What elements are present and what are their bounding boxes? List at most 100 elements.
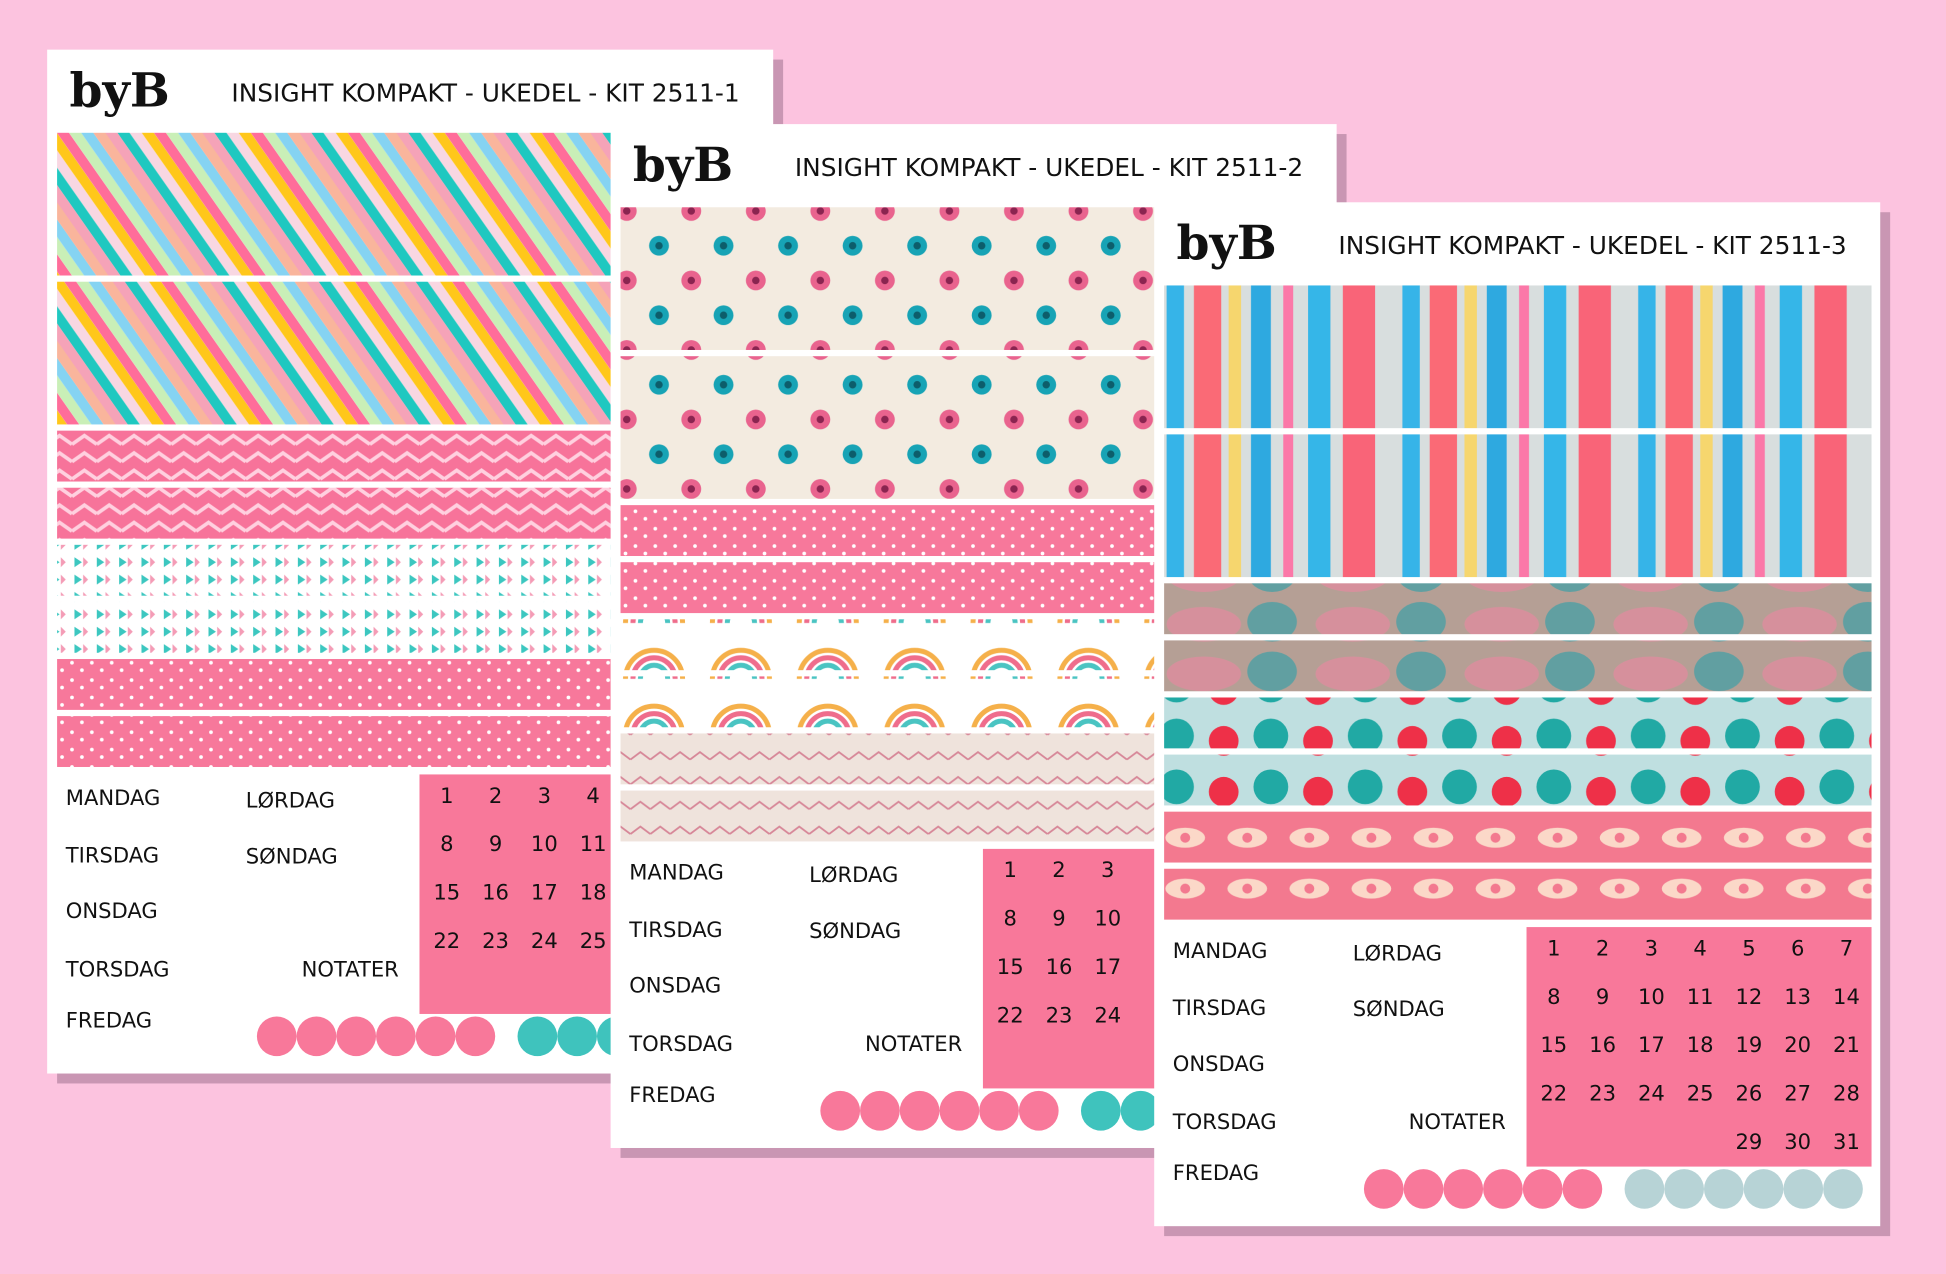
day-label: TORSDAG (628, 1031, 733, 1056)
calendar-date: 4 (1693, 935, 1706, 960)
dot-sticker (1823, 1169, 1863, 1209)
dot-sticker (517, 1016, 558, 1057)
washi-strip (1164, 285, 1872, 429)
calendar-date: 1 (440, 783, 453, 808)
day-label: LØRDAG (246, 788, 335, 813)
day-label: SØNDAG (246, 844, 338, 869)
calendar-date: 17 (1094, 954, 1121, 979)
washi-strip (1164, 434, 1872, 578)
dot-sticker (1624, 1169, 1665, 1209)
dot-sticker (979, 1090, 1019, 1131)
calendar-date: 9 (1052, 906, 1065, 931)
calendar-date: 2 (489, 783, 502, 808)
calendar-date: 15 (1540, 1032, 1567, 1057)
washi-strip (1164, 583, 1872, 635)
calendar-date: 23 (482, 928, 509, 953)
sticker-sheet: byB INSIGHT KOMPAKT - UKEDEL - KIT 2511-3… (1154, 202, 1891, 1237)
dot-sticker (1363, 1169, 1404, 1209)
calendar-date: 1 (1004, 857, 1017, 882)
day-label: FREDAG (66, 1007, 152, 1032)
day-label: LØRDAG (1353, 940, 1442, 965)
calendar-date: 31 (1833, 1129, 1860, 1154)
washi-strip (1164, 754, 1872, 806)
calendar-date: 5 (1742, 935, 1755, 960)
calendar-date: 16 (1589, 1032, 1616, 1057)
day-label: TORSDAG (65, 957, 170, 982)
calendar-date: 10 (531, 831, 558, 856)
calendar-date: 11 (580, 831, 607, 856)
dot-sticker (899, 1090, 940, 1131)
calendar-date: 23 (1589, 1081, 1616, 1106)
day-label: ONSDAG (629, 973, 721, 998)
calendar-date: 9 (1596, 984, 1609, 1009)
calendar-date: 11 (1687, 984, 1714, 1009)
notes-label: NOTATER (302, 957, 400, 982)
calendar-date: 8 (1547, 984, 1560, 1009)
calendar-date: 17 (531, 880, 558, 905)
calendar-date: 12 (1736, 984, 1763, 1009)
calendar-date: 20 (1784, 1032, 1811, 1057)
dot-sticker (1562, 1169, 1603, 1209)
dot-sticker (860, 1090, 900, 1131)
calendar-date: 15 (433, 880, 460, 905)
dot-sticker (1703, 1169, 1744, 1209)
sheet-title: INSIGHT KOMPAKT - UKEDEL - KIT 2511-3 (1338, 231, 1846, 260)
day-label: MANDAG (629, 860, 724, 885)
calendar-date: 24 (1094, 1002, 1121, 1027)
notes-label: NOTATER (865, 1031, 963, 1056)
day-label: MANDAG (1173, 938, 1268, 963)
washi-strip (1164, 640, 1872, 692)
calendar-date: 27 (1784, 1081, 1811, 1106)
calendar-date: 10 (1638, 984, 1665, 1009)
calendar-date: 28 (1833, 1081, 1860, 1106)
calendar-date: 18 (580, 880, 607, 905)
dot-sticker (455, 1016, 496, 1057)
dot-sticker (1018, 1090, 1059, 1131)
calendar-date: 7 (1840, 935, 1853, 960)
day-label: SØNDAG (809, 918, 901, 943)
calendar-date: 16 (482, 880, 509, 905)
day-label: SØNDAG (1353, 996, 1445, 1021)
calendar-date: 6 (1791, 935, 1804, 960)
calendar (1526, 927, 1872, 1167)
dot-sticker (820, 1090, 861, 1131)
dot-sticker (296, 1016, 337, 1057)
washi-strip (1164, 868, 1872, 920)
calendar-date: 10 (1094, 906, 1121, 931)
sheet-title: INSIGHT KOMPAKT - UKEDEL - KIT 2511-1 (231, 78, 739, 107)
day-label: FREDAG (1173, 1160, 1259, 1185)
calendar-date: 16 (1046, 954, 1073, 979)
dot-sticker (939, 1090, 980, 1131)
calendar-date: 3 (1101, 857, 1114, 882)
calendar-date: 14 (1833, 984, 1860, 1009)
dot-sticker (336, 1016, 377, 1057)
calendar-date: 24 (1638, 1081, 1665, 1106)
dot-sticker (1120, 1090, 1161, 1131)
dot-sticker (1522, 1169, 1563, 1209)
dot-sticker (557, 1016, 597, 1057)
notes-label: NOTATER (1409, 1109, 1507, 1134)
day-label: TIRSDAG (1172, 995, 1266, 1020)
calendar-date: 9 (489, 831, 502, 856)
day-label: TIRSDAG (65, 842, 159, 867)
calendar-date: 13 (1784, 984, 1811, 1009)
calendar-date: 21 (1833, 1032, 1860, 1057)
calendar-date: 17 (1638, 1032, 1665, 1057)
calendar-date: 22 (433, 928, 460, 953)
calendar-date: 2 (1052, 857, 1065, 882)
calendar-date: 25 (1687, 1081, 1714, 1106)
calendar-date: 15 (997, 954, 1024, 979)
calendar-date: 19 (1736, 1032, 1763, 1057)
day-label: LØRDAG (809, 862, 898, 887)
dot-sticker (1403, 1169, 1444, 1209)
calendar-date: 23 (1046, 1002, 1073, 1027)
calendar-date: 18 (1687, 1032, 1714, 1057)
day-label: ONSDAG (66, 898, 158, 923)
dot-sticker (1664, 1169, 1704, 1209)
dot-sticker (1483, 1169, 1523, 1209)
dot-sticker (1080, 1090, 1121, 1131)
dot-sticker (1783, 1169, 1824, 1209)
dot-sticker (376, 1016, 416, 1057)
logo: byB (633, 138, 733, 193)
